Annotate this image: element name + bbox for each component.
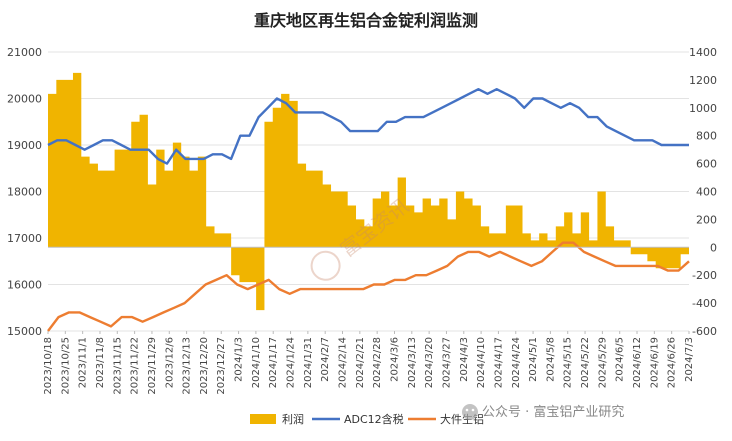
profit-area-layer <box>48 72 689 311</box>
wechat-icon <box>462 404 478 420</box>
x-tick-label: 2024/6/5 <box>615 337 626 382</box>
x-tick-label: 2024/2/21 <box>355 337 366 388</box>
x-tick-label: 2024/4/24 <box>511 337 522 388</box>
right-tick-label: -600 <box>692 325 717 338</box>
x-tick-label: 2024/1/31 <box>303 337 314 388</box>
right-tick-label: -200 <box>692 269 717 282</box>
left-tick-label: 15000 <box>7 325 42 338</box>
x-tick-label: 2024/3/27 <box>441 337 452 388</box>
x-tick-label: 2023/11/22 <box>130 337 141 395</box>
left-tick-label: 21000 <box>7 46 42 59</box>
right-tick-label: 0 <box>710 241 717 254</box>
x-tick-label: 2024/3/6 <box>389 337 400 382</box>
right-tick-label: 600 <box>696 158 717 171</box>
x-tick-label: 2024/2/7 <box>320 337 331 382</box>
x-tick-label: 2024/1/24 <box>286 337 297 388</box>
legend-swatch-profit <box>250 414 276 424</box>
right-tick-label: 800 <box>696 130 717 143</box>
right-axis-ticks: -600 -400 -200 0 200 400 600 800 1000 1200 1400 <box>689 46 717 338</box>
series-scrap-line <box>47 241 690 332</box>
x-tick-label: 2024/5/15 <box>563 337 574 388</box>
x-tick-label: 2023/10/25 <box>60 337 71 395</box>
x-tick-label: 2024/1/10 <box>251 337 262 388</box>
right-tick-label: 1200 <box>689 74 717 87</box>
x-tick-label: 2023/11/8 <box>95 337 106 388</box>
chart-title: 重庆地区再生铝合金锭利润监测 <box>254 11 478 30</box>
x-tick-label: 2024/5/1 <box>528 337 539 382</box>
right-tick-label: -400 <box>692 297 717 310</box>
x-tick-label: 2024/5/22 <box>580 337 591 388</box>
x-tick-label: 2023/12/6 <box>164 337 175 388</box>
x-tick-label: 2024/3/20 <box>424 337 435 388</box>
legend-label-profit: 利润 <box>282 412 304 426</box>
right-tick-label: 200 <box>696 213 717 226</box>
left-tick-label: 18000 <box>7 186 42 199</box>
watermark-text: 公众号 · 富宝铝产业研究 <box>482 404 624 420</box>
wechat-icon-eye-1 <box>465 408 469 412</box>
legend-label-adc12: ADC12含税 <box>344 412 404 426</box>
x-tick-label: 2024/4/17 <box>493 337 504 388</box>
right-tick-label: 1000 <box>689 102 717 115</box>
x-tick-label: 2024/1/3 <box>234 337 245 382</box>
wechat-watermark: 公众号 · 富宝铝产业研究 <box>462 404 624 420</box>
left-tick-label: 16000 <box>7 279 42 292</box>
x-tick-label: 2023/11/15 <box>112 337 123 395</box>
x-tick-label: 2024/6/12 <box>632 337 643 388</box>
left-tick-label: 20000 <box>7 93 42 106</box>
x-tick-label: 2024/1/17 <box>268 337 279 388</box>
x-tick-label: 2024/3/13 <box>407 337 418 388</box>
series-adc12-line <box>47 88 689 165</box>
x-tick-label: 2024/4/3 <box>459 337 470 382</box>
x-tick-label: 2024/5/29 <box>597 337 608 388</box>
x-tick-label: 2024/7/3 <box>684 337 695 382</box>
x-tick-label: 2024/5/8 <box>545 337 556 382</box>
right-tick-label: 1400 <box>689 46 717 59</box>
wechat-icon-eye-2 <box>471 408 475 412</box>
x-tick-label: 2024/2/14 <box>338 337 349 388</box>
left-tick-label: 17000 <box>7 232 42 245</box>
left-tick-label: 19000 <box>7 139 42 152</box>
x-tick-label: 2023/10/18 <box>43 337 54 395</box>
legend: 利润 ADC12含税 大件生铝 <box>250 412 484 426</box>
right-tick-label: 400 <box>696 186 717 199</box>
x-tick-label: 2024/2/28 <box>372 337 383 388</box>
x-tick-label: 2024/4/10 <box>476 337 487 388</box>
x-tick-label: 2023/11/1 <box>78 337 89 388</box>
x-axis-ticks: 2023/10/18 2023/10/25 2023/11/1 2023/11/8 20… <box>43 331 695 395</box>
series-profit-area <box>48 72 689 311</box>
price-lines-layer <box>47 88 690 332</box>
x-tick-label: 2023/11/29 <box>147 337 158 395</box>
x-tick-label: 2024/6/26 <box>667 337 678 388</box>
x-tick-label: 2024/6/19 <box>649 337 660 388</box>
x-tick-label: 2023/12/20 <box>199 337 210 395</box>
left-axis-ticks: 15000 16000 17000 18000 19000 20000 21000 <box>7 46 42 338</box>
x-tick-label: 2023/12/27 <box>216 337 227 395</box>
x-tick-label: 2023/12/13 <box>182 337 193 395</box>
